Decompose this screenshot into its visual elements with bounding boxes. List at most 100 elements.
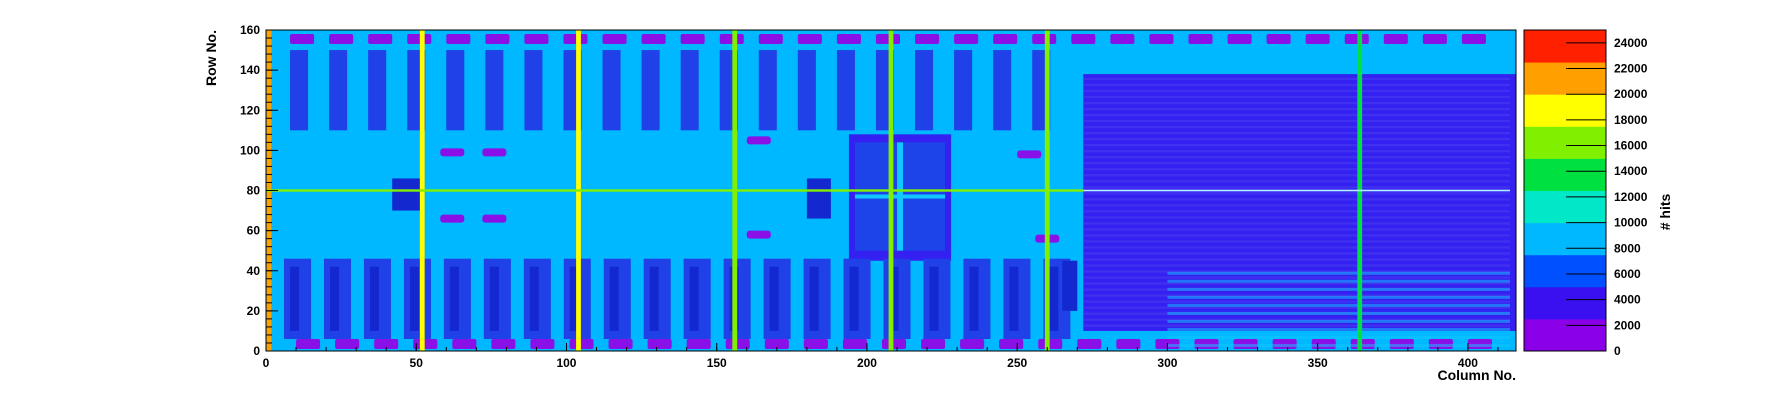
colorbar-tick-label: 16000 <box>1614 139 1648 153</box>
heatmap-structure <box>369 266 379 331</box>
heatmap-pad <box>746 230 771 239</box>
colorbar-swatch <box>1524 312 1606 320</box>
x-tick-label: 350 <box>1308 356 1328 370</box>
heatmap-pad <box>1032 34 1057 45</box>
heatmap-stripe <box>1083 264 1510 267</box>
colorbar-swatch <box>1524 261 1606 269</box>
y-tick-label: 160 <box>240 23 260 37</box>
heatmap-stripe <box>1083 258 1510 261</box>
colorbar-swatch <box>1524 222 1606 230</box>
heatmap-pad <box>530 338 555 349</box>
colorbar-swatch <box>1524 119 1606 127</box>
heatmap-stripe <box>1083 113 1510 117</box>
colorbar-tick-label: 18000 <box>1614 113 1648 127</box>
heatmap-pad <box>746 136 771 145</box>
heatmap-pad <box>764 338 789 349</box>
heatmap-pad <box>290 34 315 45</box>
heatmap-pad <box>569 338 594 349</box>
colorbar-tick-label: 14000 <box>1614 164 1648 178</box>
heatmap-structure <box>889 266 899 331</box>
heatmap-structure <box>449 266 459 331</box>
colorbar-swatch <box>1524 248 1606 256</box>
heatmap-pad <box>485 34 510 45</box>
heatmap-stripe <box>1083 300 1510 303</box>
heatmap-structure <box>290 266 300 331</box>
colorbar-tick-label: 4000 <box>1614 293 1641 307</box>
heatmap-structure <box>609 266 619 331</box>
colorbar-tick-label: 22000 <box>1614 62 1648 76</box>
colorbar-tick-label: 0 <box>1614 344 1621 358</box>
colorbar-swatch <box>1524 164 1606 172</box>
colorbar-title: # hits <box>1657 194 1673 231</box>
heatmap-pad <box>842 338 867 349</box>
heatmap-stripe <box>1083 324 1510 327</box>
heatmap-structure <box>529 266 539 331</box>
heatmap-structure <box>689 266 699 331</box>
heatmap-stripe <box>1083 131 1510 135</box>
heatmap-stripe <box>1083 282 1510 285</box>
heatmap-structure <box>649 266 659 331</box>
colorbar-swatch <box>1524 184 1606 191</box>
heatmap-stripe <box>1083 240 1510 243</box>
heatmap-stripe <box>1083 234 1510 237</box>
heatmap-pad <box>686 338 711 349</box>
colorbar-swatch <box>1524 306 1606 313</box>
heatmap-structure <box>854 194 946 199</box>
heatmap-structure <box>954 50 973 131</box>
heatmap-stripe <box>1167 327 1510 331</box>
heatmap-pad <box>1116 338 1141 349</box>
colorbar-tick-label: 6000 <box>1614 267 1641 281</box>
x-tick-label: 250 <box>1007 356 1027 370</box>
heatmap-pad <box>1266 34 1291 45</box>
heatmap-structure <box>993 50 1012 131</box>
colorbar-swatch <box>1524 177 1606 185</box>
colorbar-tick-label: 2000 <box>1614 318 1641 332</box>
heatmap-structure <box>368 50 387 131</box>
colorbar-tick-label: 10000 <box>1614 216 1648 230</box>
heatmap-stripe <box>1167 311 1510 315</box>
heatmap-stripe <box>1083 216 1510 219</box>
y-axis: 0 20 40 60 80 100 120 140 160 <box>240 23 278 358</box>
heatmap-pad <box>440 148 465 157</box>
colorbar-swatch <box>1524 196 1606 204</box>
colorbar-swatch <box>1524 325 1606 333</box>
heatmap-structure <box>569 266 579 331</box>
heatmap-structure <box>330 266 340 331</box>
heatmap-structure <box>392 178 423 211</box>
heatmap-structure <box>758 50 777 131</box>
colorbar-swatch <box>1524 235 1606 243</box>
colorbar-swatch <box>1524 42 1606 50</box>
heatmap-pad <box>1149 34 1174 45</box>
heatmap-structure <box>290 50 309 131</box>
colorbar-swatch <box>1524 68 1606 76</box>
colorbar-swatch <box>1524 87 1606 95</box>
heatmap-pad <box>954 34 979 45</box>
colorbar-swatch <box>1524 145 1606 153</box>
colorbar-swatch <box>1524 171 1606 179</box>
colorbar-swatch <box>1524 158 1606 166</box>
y-tick-label: 20 <box>247 304 261 318</box>
x-tick-label: 50 <box>410 356 424 370</box>
heatmap-stripe <box>1083 252 1510 255</box>
heatmap-structure <box>769 266 779 331</box>
colorbar-swatch <box>1524 209 1606 217</box>
heatmap-structure <box>1049 266 1059 331</box>
y-tick-label: 140 <box>240 63 260 77</box>
hot-row <box>1083 189 1510 192</box>
colorbar-swatch <box>1524 203 1606 211</box>
heatmap-pad <box>1071 34 1096 45</box>
heatmap-pad <box>368 34 393 45</box>
colorbar-swatch <box>1524 126 1606 134</box>
colorbar-swatch <box>1524 267 1606 275</box>
heatmap-structure <box>929 266 939 331</box>
heatmap-pad <box>1017 150 1042 159</box>
heatmap-pad <box>915 34 940 45</box>
colorbar-tick-label: 20000 <box>1614 87 1648 101</box>
heatmap-structure <box>836 50 855 131</box>
heatmap-structure <box>915 50 934 131</box>
y-axis-title: Row No. <box>203 30 219 86</box>
x-axis: 0 50 100 150 200 250 300 350 400 <box>263 343 1499 370</box>
heatmap-pad <box>329 34 354 45</box>
heatmap-structure <box>680 50 699 131</box>
colorbar-swatch <box>1524 273 1606 281</box>
